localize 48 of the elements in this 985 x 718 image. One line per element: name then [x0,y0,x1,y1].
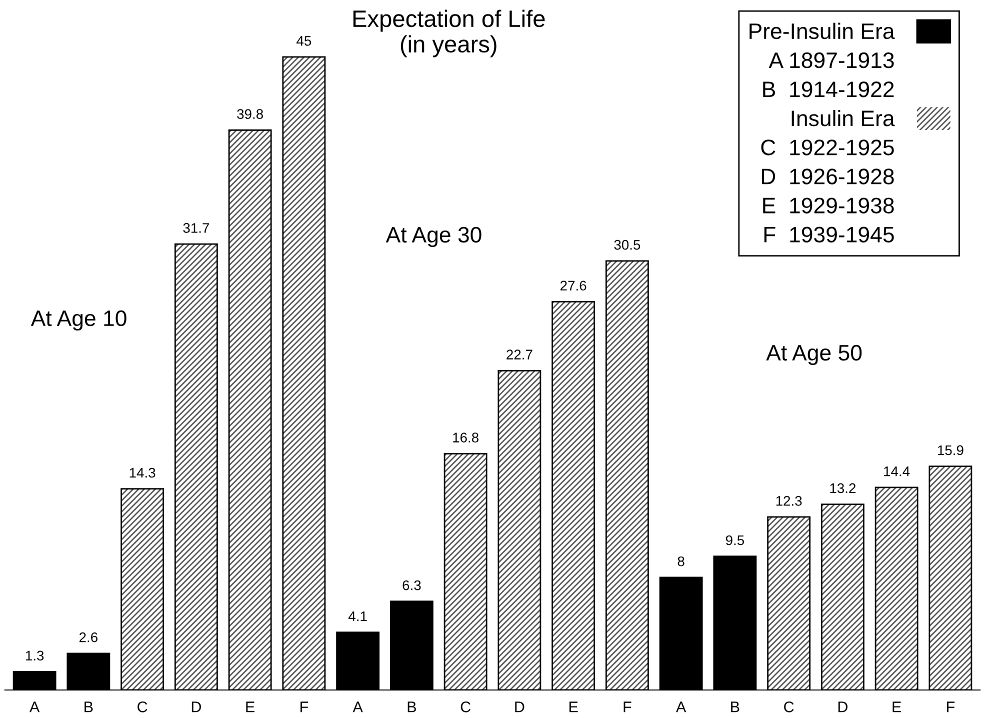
data-label: 22.7 [506,350,532,360]
annotation: At Age 30 [386,226,482,248]
x-tick-label: C [460,702,470,712]
data-label: 1.3 [26,650,44,661]
legend-label: Insulin Era [792,110,895,126]
annotation: E 1929-1938 [763,198,894,214]
x-tick-label: C [138,702,148,712]
data-label: 14.4 [884,466,910,476]
chart-title: Expectation of Life (in years) [353,10,545,58]
legend-label: Pre-Insulin Era [750,22,895,40]
annotation: A 1897-1913 [768,52,894,68]
data-label: 16.8 [453,432,478,442]
data-label: 6.3 [402,580,421,590]
x-tick-label: E [892,702,902,712]
x-tick-label: B [731,702,740,712]
x-tick-label: A [29,702,40,712]
data-label: 14.3 [130,468,156,478]
x-tick-label: F [947,702,954,712]
x-tick-label: F [624,702,632,712]
data-label: 15.9 [938,445,964,456]
data-label: 31.7 [183,223,210,233]
x-tick-label: D [192,702,201,712]
data-label: 13.2 [830,483,856,494]
data-label: 12.3 [776,496,802,506]
data-label: 4.1 [348,611,367,621]
data-label: 2.6 [79,632,98,642]
annotation: C 1922-1925 [761,140,894,156]
data-label: 27.6 [560,280,586,291]
x-tick-label: B [408,702,416,712]
x-tick-label: B [84,702,93,712]
annotation: D 1926-1928 [762,168,894,184]
annotation: B 1914-1922 [763,81,894,98]
x-tick-label: F [300,702,308,712]
x-tick-label: D [838,702,848,712]
data-label: 45 [296,36,312,46]
data-label: 30.5 [614,240,640,250]
x-tick-label: E [569,702,578,712]
x-tick-label: A [676,702,686,712]
annotation: At Age 50 [766,344,862,366]
x-tick-label: C [784,702,794,712]
data-label: 39.8 [237,109,263,119]
data-label: 8 [678,556,684,566]
annotation: F 1939-1945 [764,226,894,242]
x-tick-label: A [352,702,363,712]
data-label: 9.5 [726,535,744,546]
x-tick-label: E [246,702,254,712]
x-tick-label: D [515,702,524,712]
annotation: At Age 10 [30,310,126,331]
